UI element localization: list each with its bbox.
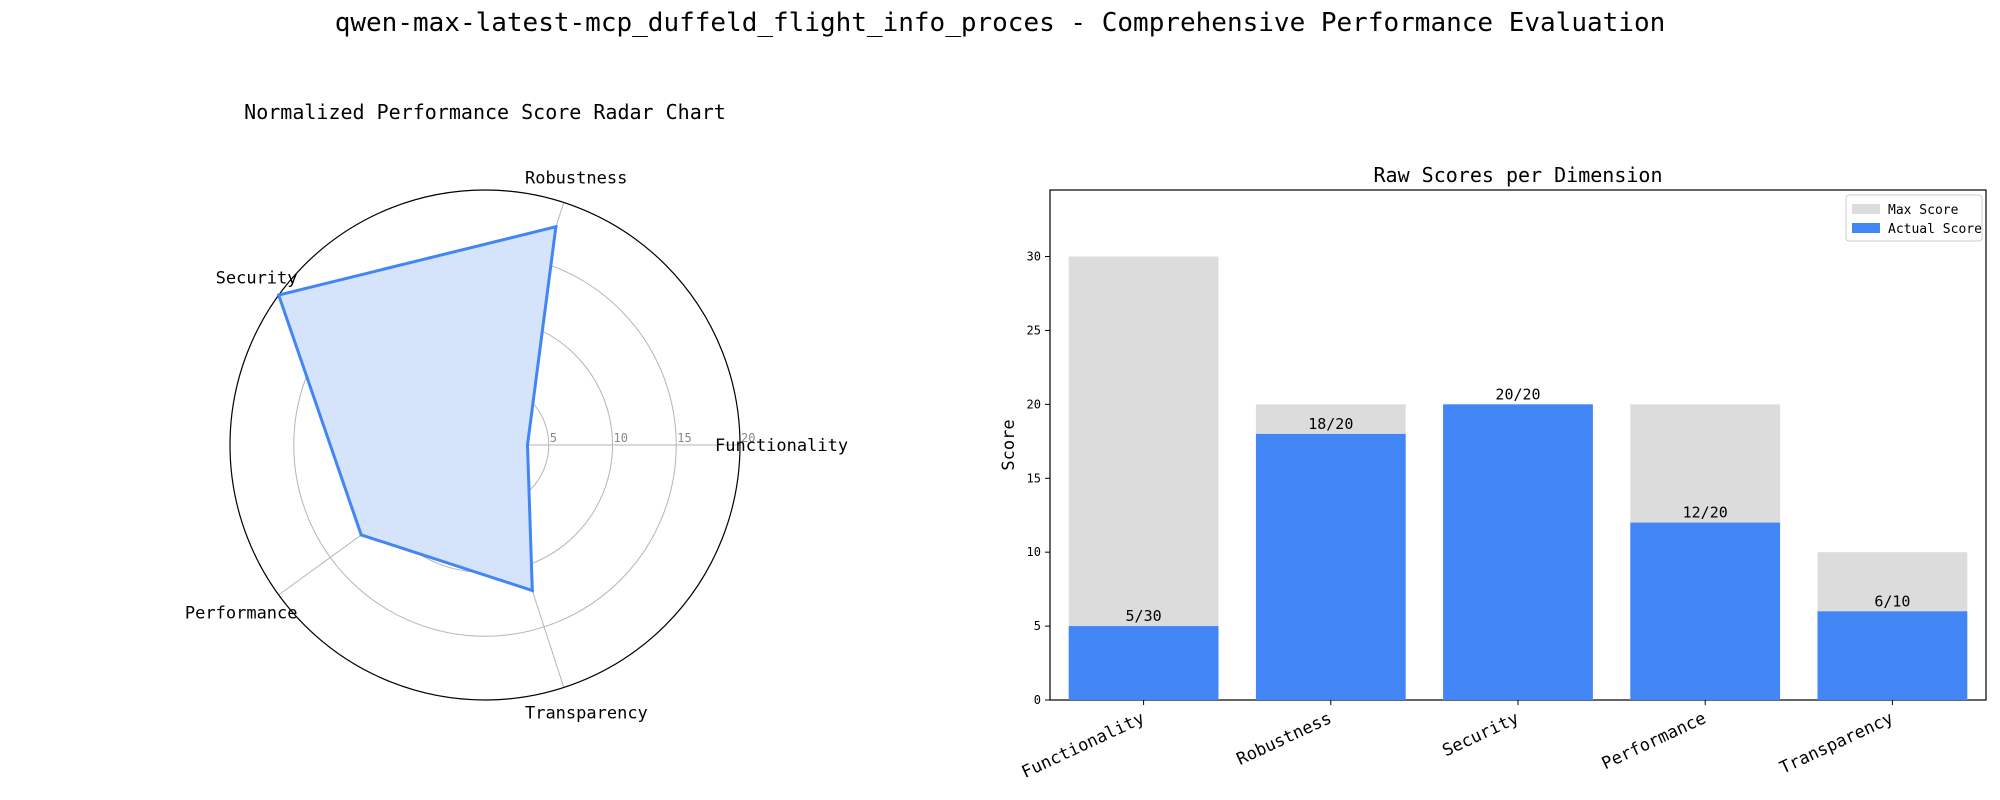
y-tick-label: 15	[1027, 471, 1041, 485]
radar-tick-label: 15	[677, 431, 691, 445]
figure-title: qwen-max-latest-mcp_duffeld_flight_info_…	[334, 8, 1666, 38]
bar-data-label: 5/30	[1126, 607, 1162, 625]
legend-label: Actual Score	[1888, 222, 1982, 237]
radar-axis-label: Transparency	[525, 704, 648, 724]
radar-axis-label: Security	[216, 268, 298, 288]
x-tick-label: Security	[1439, 708, 1522, 761]
y-tick-label: 5	[1034, 619, 1041, 633]
radar-point	[530, 589, 534, 593]
radar-point	[554, 225, 558, 229]
actual-score-bar	[1255, 433, 1406, 700]
x-tick-label: Functionality	[1019, 708, 1148, 782]
bar-data-label: 18/20	[1308, 415, 1353, 433]
actual-score-bar	[1817, 611, 1968, 700]
actual-score-bar	[1068, 626, 1219, 700]
radar-axis-label: Functionality	[715, 436, 848, 456]
x-tick-label: Performance	[1599, 708, 1709, 774]
actual-score-bar	[1630, 522, 1781, 700]
x-tick-label: Transparency	[1777, 708, 1897, 778]
radar-chart-title: Normalized Performance Score Radar Chart	[244, 100, 726, 124]
y-axis-label: Score	[999, 419, 1019, 470]
radar-data-shape	[276, 224, 558, 593]
y-tick-label: 0	[1034, 693, 1041, 707]
radar-point	[359, 533, 363, 537]
y-tick-label: 20	[1027, 397, 1041, 411]
x-tick-label: Robustness	[1234, 708, 1335, 769]
radar-axis-labels: Functionality Robustness Security Performan…	[185, 168, 848, 723]
y-tick-label: 30	[1027, 250, 1041, 264]
y-tick-label: 10	[1027, 545, 1041, 559]
radar-axis-label: Robustness	[525, 168, 627, 188]
radar-point	[277, 293, 281, 297]
bar-chart-title: Raw Scores per Dimension	[1374, 163, 1663, 187]
radar-series-polygon	[276, 224, 558, 593]
radar-point	[525, 443, 529, 447]
bar-chart: Raw Scores per Dimension 0 5 10 15 20 25 30 Sco…	[999, 163, 1987, 783]
radar-tick-label: 20	[741, 431, 755, 445]
radar-outer-circle	[229, 189, 741, 701]
bar-data-label: 12/20	[1683, 504, 1728, 522]
radar-tick-label: 5	[550, 431, 557, 445]
bar-marks: 5/30 18/20 20/20 12/20 6/10	[1068, 256, 1968, 700]
bar-legend: Max Score Actual Score	[1845, 194, 1983, 242]
radar-chart: Normalized Performance Score Radar Chart…	[185, 100, 848, 724]
bar-data-label: 6/10	[1874, 592, 1910, 610]
legend-swatch	[1852, 223, 1880, 233]
actual-score-bar	[1443, 404, 1593, 700]
legend-swatch	[1852, 204, 1880, 214]
bar-data-label: 20/20	[1495, 385, 1540, 403]
radar-tick-label: 10	[614, 431, 628, 445]
radar-axis-label: Performance	[185, 604, 298, 624]
legend-label: Max Score	[1888, 203, 1959, 218]
y-tick-label: 25	[1027, 323, 1041, 337]
